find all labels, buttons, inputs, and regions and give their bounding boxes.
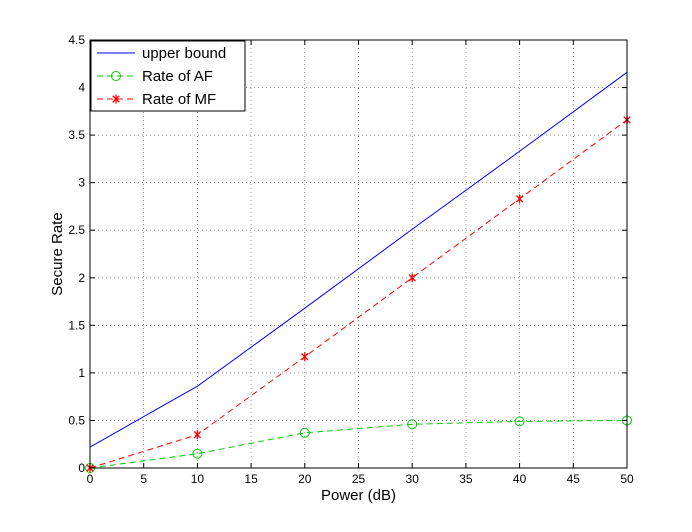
legend-label: Rate of MF	[142, 91, 216, 108]
y-tick-label: 1	[78, 366, 85, 380]
series-line-1	[89, 71, 628, 448]
series-line-3	[89, 119, 628, 469]
x-tick-label: 15	[244, 472, 258, 486]
y-tick-label: 4.5	[68, 33, 85, 47]
x-tick-label: 25	[352, 472, 366, 486]
grid	[90, 40, 627, 468]
legend-marker	[112, 94, 120, 104]
series-line-2	[89, 419, 628, 469]
data-point-asterisk	[301, 352, 309, 362]
data-point-asterisk	[193, 430, 202, 440]
x-tick-label: 30	[406, 472, 420, 486]
x-tick-label: 40	[513, 472, 527, 486]
legend-marker	[111, 71, 121, 81]
x-tick-label: 10	[191, 472, 205, 486]
x-tick-label: 5	[140, 472, 147, 486]
x-tick-label: 20	[298, 472, 312, 486]
legend-label: upper bound	[142, 45, 226, 62]
x-tick-label: 50	[620, 472, 634, 486]
data-point-circle	[514, 416, 525, 427]
y-tick-label: 0.5	[68, 413, 85, 427]
y-tick-label: 2.5	[68, 223, 85, 237]
y-tick-label: 2	[78, 271, 85, 285]
x-tick-label: 35	[459, 472, 473, 486]
y-tick-label: 3.5	[68, 128, 85, 142]
data-point-asterisk	[515, 194, 524, 204]
ticks: 0 5 10 15 20 25 30 35 40 45 50 0 0.5 1 1.5 2 2.5 3 3.5 4 4.5	[68, 33, 634, 486]
legend: upper bound Rate of AF Rate of MF	[90, 40, 246, 112]
y-tick-label: 4	[78, 81, 85, 95]
data-point-circle	[192, 448, 203, 459]
data-point-circle	[407, 419, 418, 430]
x-tick-label: 0	[87, 472, 94, 486]
y-tick-label: 3	[78, 176, 85, 190]
x-tick-label: 45	[567, 472, 581, 486]
data-point-asterisk	[408, 273, 416, 283]
x-axis-label: Power (dB)	[321, 487, 396, 504]
data-point-circle	[299, 427, 310, 438]
y-axis-label: Secure Rate	[49, 212, 66, 295]
legend-label: Rate of AF	[142, 68, 213, 85]
y-tick-label: 1.5	[68, 318, 85, 332]
y-tick-label: 0	[78, 461, 85, 475]
